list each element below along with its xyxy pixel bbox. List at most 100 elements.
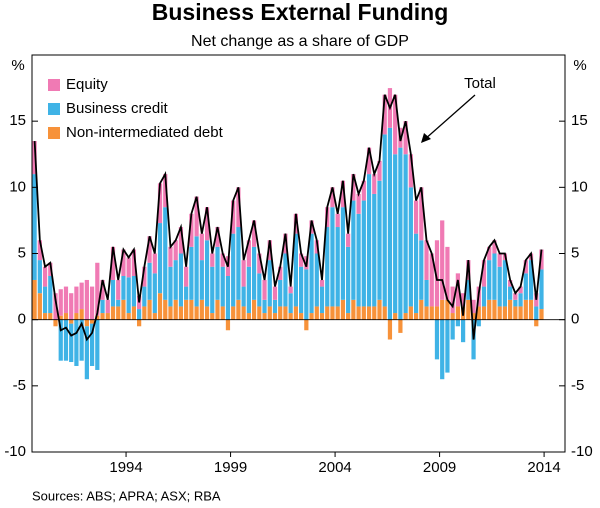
bar-segment <box>487 299 492 320</box>
bar-segment <box>262 313 267 320</box>
bar-segment <box>225 275 231 320</box>
bar-segment <box>340 299 346 320</box>
bar-segment <box>330 207 335 307</box>
bar-segment <box>487 246 492 261</box>
bar-segment <box>199 233 204 261</box>
bar-segment <box>419 240 424 300</box>
bar-segment <box>189 213 194 247</box>
bar-segment <box>251 299 257 320</box>
y-tick-label: 10 <box>9 178 26 195</box>
bar-segment <box>37 260 42 294</box>
bar-segment <box>351 174 356 201</box>
y2-tick-label: 0 <box>571 311 579 328</box>
bar-segment <box>492 299 497 320</box>
bar-segment <box>523 273 528 300</box>
bar-segment <box>178 306 184 320</box>
bar-segment <box>492 253 497 300</box>
bar-segment <box>513 299 518 307</box>
bar-segment <box>116 299 121 307</box>
bar-segment <box>346 313 351 320</box>
bar-segment <box>178 253 184 307</box>
bar-segment <box>309 233 314 314</box>
bar-segment <box>262 279 267 300</box>
y2-tick-label: 5 <box>571 244 579 261</box>
bar-segment <box>210 313 215 320</box>
bar-segment <box>95 262 100 316</box>
bar-segment <box>398 319 403 333</box>
bar-segment <box>361 200 366 307</box>
bar-segment <box>481 260 487 287</box>
bar-segment <box>236 187 241 228</box>
bar-segment <box>408 154 413 188</box>
y-tick-label: 15 <box>9 112 26 129</box>
bar-segment <box>152 253 157 274</box>
bar-segment <box>487 260 492 300</box>
bar-segment <box>445 246 450 300</box>
bar-segment <box>413 233 419 314</box>
bar-segment <box>424 306 429 320</box>
bar-segment <box>314 306 319 320</box>
bar-segment <box>42 266 48 287</box>
bar-segment <box>497 266 502 307</box>
bar-segment <box>147 299 152 320</box>
y2-tick-label: 10 <box>571 178 588 195</box>
y-tick-label: -5 <box>13 377 26 394</box>
bar-segment <box>267 306 272 320</box>
legend-swatch <box>48 103 60 115</box>
bar-segment <box>304 319 309 331</box>
bar-segment <box>152 313 157 320</box>
bar-segment <box>74 286 79 314</box>
bar-segment <box>403 313 408 320</box>
bar-segment <box>37 293 42 320</box>
bar-segment <box>157 223 163 294</box>
bar-segment <box>48 262 53 276</box>
legend-swatch <box>48 79 60 91</box>
bar-segment <box>246 313 251 320</box>
bar-segment <box>288 286 293 294</box>
bar-segment <box>100 279 105 300</box>
bar-segment <box>283 253 288 307</box>
bar-segment <box>351 299 356 320</box>
x-tick-label: 1999 <box>214 459 247 476</box>
bar-segment <box>340 180 346 208</box>
bar-segment <box>314 253 319 307</box>
bar-segment <box>288 313 293 320</box>
bar-segment <box>168 306 173 320</box>
bar-segment <box>299 313 304 320</box>
bar-segment <box>199 260 204 300</box>
bar-segment <box>346 246 351 314</box>
chart-subtitle: Net change as a share of GDP <box>191 33 409 50</box>
bar-segment <box>518 293 523 307</box>
bar-segment <box>335 227 340 307</box>
bar-segment <box>69 323 74 363</box>
bar-segment <box>131 306 137 320</box>
bar-segment <box>278 266 283 280</box>
bar-segment <box>408 306 413 320</box>
bar-segment <box>194 196 199 237</box>
y2-axis-label: % <box>573 57 586 74</box>
y2-tick-label: -5 <box>571 377 584 394</box>
bar-segment <box>518 286 523 294</box>
bar-segment <box>387 127 393 320</box>
bar-segment <box>356 306 361 320</box>
bar-segment <box>382 94 387 135</box>
bar-segment <box>471 313 476 320</box>
bar-segment <box>445 299 450 320</box>
bar-segment <box>236 299 241 320</box>
annotation: Total <box>464 75 496 92</box>
bar-segment <box>309 313 314 320</box>
bar-segment <box>283 233 288 254</box>
x-tick-label: 1994 <box>109 459 142 476</box>
bar-segment <box>293 306 298 320</box>
bar-segment <box>372 193 377 307</box>
bar-segment <box>513 306 518 320</box>
bar-segment <box>69 319 74 324</box>
bar-segment <box>63 313 69 320</box>
bar-segment <box>481 286 487 307</box>
bar-segment <box>455 306 460 320</box>
bar-segment <box>466 299 471 320</box>
bar-segment <box>63 286 69 314</box>
bar-segment <box>220 253 225 267</box>
bar-segment <box>508 279 513 287</box>
bar-segment <box>231 200 236 234</box>
